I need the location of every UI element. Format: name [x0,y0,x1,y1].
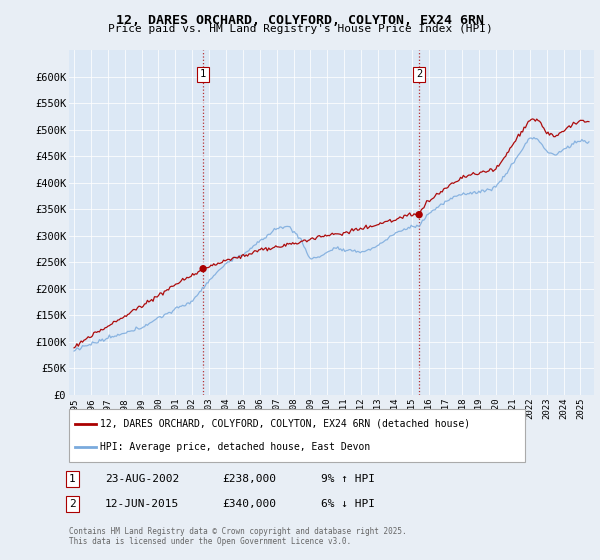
Text: £238,000: £238,000 [222,474,276,484]
Text: 6% ↓ HPI: 6% ↓ HPI [321,499,375,509]
Text: 1: 1 [69,474,76,484]
Text: 12, DARES ORCHARD, COLYFORD, COLYTON, EX24 6RN: 12, DARES ORCHARD, COLYFORD, COLYTON, EX… [116,14,484,27]
Text: 23-AUG-2002: 23-AUG-2002 [105,474,179,484]
Point [415,210,424,219]
Text: Contains HM Land Registry data © Crown copyright and database right 2025.
This d: Contains HM Land Registry data © Crown c… [69,526,407,546]
Text: 1: 1 [200,69,206,80]
Text: 12, DARES ORCHARD, COLYFORD, COLYTON, EX24 6RN (detached house): 12, DARES ORCHARD, COLYFORD, COLYTON, EX… [100,419,470,429]
Text: Price paid vs. HM Land Registry's House Price Index (HPI): Price paid vs. HM Land Registry's House … [107,24,493,34]
Text: 2: 2 [69,499,76,509]
Text: HPI: Average price, detached house, East Devon: HPI: Average price, detached house, East… [100,442,370,452]
Point [199,264,208,273]
Text: 12-JUN-2015: 12-JUN-2015 [105,499,179,509]
Text: 9% ↑ HPI: 9% ↑ HPI [321,474,375,484]
Text: 2: 2 [416,69,422,80]
Text: £340,000: £340,000 [222,499,276,509]
